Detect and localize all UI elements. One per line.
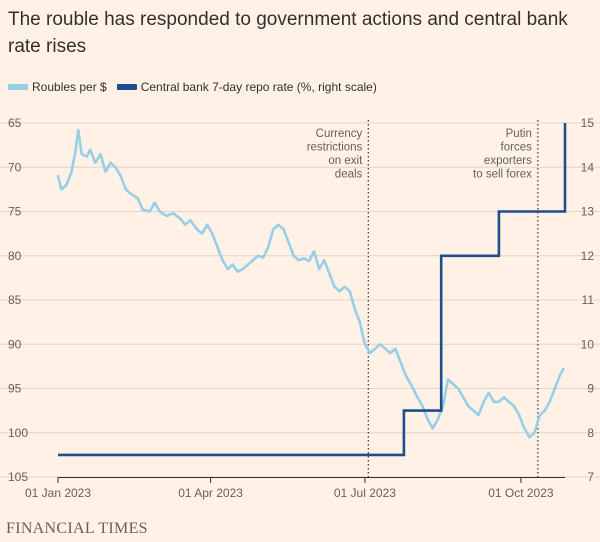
legend-label-rouble: Roubles per $ xyxy=(32,80,107,94)
y-left-tick-label: 85 xyxy=(8,293,22,307)
x-tick-label: 01 Oct 2023 xyxy=(488,486,554,500)
y-right-tick-label: 13 xyxy=(581,205,595,219)
y-right-tick-label: 7 xyxy=(587,470,594,484)
annotation-text: to sell forex xyxy=(473,169,532,181)
y-right-tick-label: 15 xyxy=(581,116,595,130)
y-right-tick-label: 12 xyxy=(581,249,595,263)
legend: Roubles per $ Central bank 7-day repo ra… xyxy=(8,78,387,96)
x-tick-label: 01 Jan 2023 xyxy=(25,486,91,500)
x-tick-label: 01 Jul 2023 xyxy=(334,486,396,500)
legend-swatch-repo xyxy=(116,84,137,90)
y-right-tick-label: 11 xyxy=(582,293,595,307)
annotation-text: exporters xyxy=(484,155,532,167)
annotation-text: deals xyxy=(335,169,363,181)
annotation-text: Currency xyxy=(316,128,363,140)
annotation-text: on exit xyxy=(328,155,363,167)
y-left-tick-label: 105 xyxy=(8,470,28,484)
y-left-tick-label: 65 xyxy=(8,116,22,130)
series-line-rouble xyxy=(56,128,565,439)
annotation-text: Putin xyxy=(506,128,532,140)
series-line-repo xyxy=(58,123,567,457)
y-right-tick-label: 10 xyxy=(581,337,595,351)
y-right-tick-label: 14 xyxy=(581,160,595,174)
chart-title: The rouble has responded to government a… xyxy=(8,9,568,57)
legend-swatch-rouble xyxy=(8,84,28,90)
footer-brand: FINANCIAL TIMES xyxy=(6,520,148,537)
y-left-tick-label: 90 xyxy=(8,337,22,351)
y-left-tick-label: 80 xyxy=(8,249,22,263)
y-right-tick-label: 9 xyxy=(587,382,594,396)
y-right-tick-label: 8 xyxy=(587,426,594,440)
y-left-tick-label: 100 xyxy=(8,426,28,440)
annotation-text: restrictions xyxy=(307,142,363,154)
x-tick-label: 01 Apr 2023 xyxy=(178,486,243,500)
y-left-tick-label: 70 xyxy=(8,160,22,174)
legend-label-repo: Central bank 7-day repo rate (%, right s… xyxy=(140,80,377,94)
y-left-tick-label: 75 xyxy=(8,205,22,219)
legend-item-rouble: Roubles per $ xyxy=(8,80,107,94)
legend-item-repo: Central bank 7-day repo rate (%, right s… xyxy=(116,80,377,94)
y-left-tick-label: 95 xyxy=(8,382,22,396)
annotation-text: forces xyxy=(501,142,533,154)
